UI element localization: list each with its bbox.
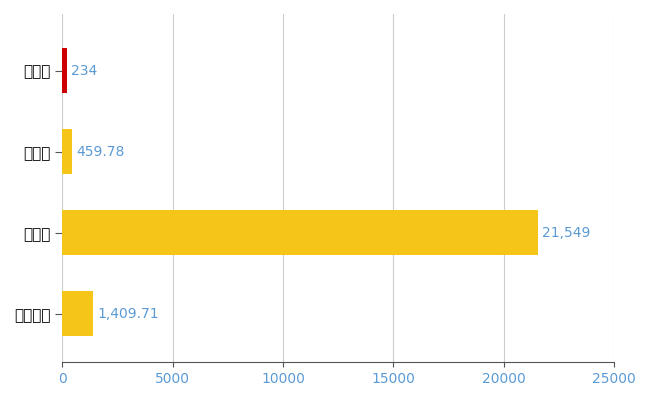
Text: 1,409.71: 1,409.71 [98, 307, 159, 321]
Bar [62, 48, 68, 93]
Text: 21,549: 21,549 [542, 226, 590, 240]
Bar [62, 129, 72, 174]
Text: 459.78: 459.78 [76, 145, 125, 159]
Text: 234: 234 [72, 64, 98, 78]
Bar [62, 210, 538, 255]
Bar [62, 292, 94, 336]
